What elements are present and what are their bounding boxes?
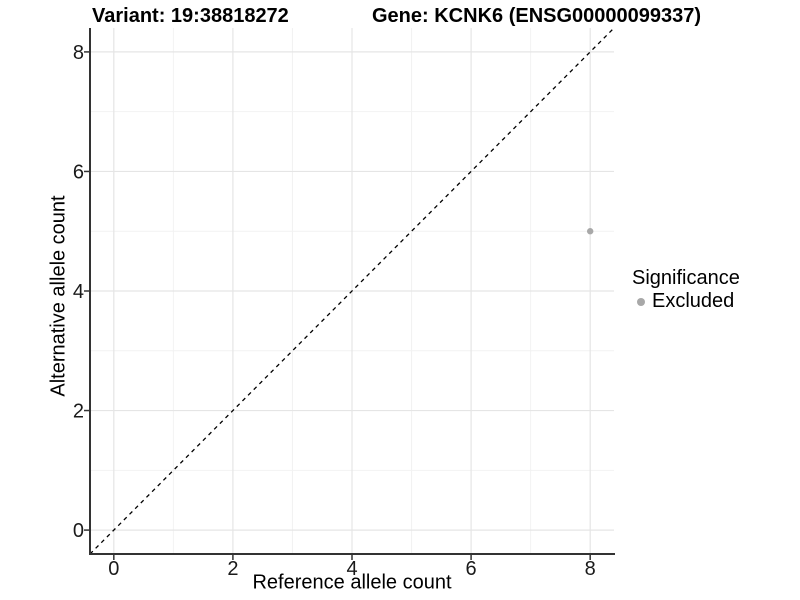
- x-tick-label: 0: [108, 558, 119, 580]
- x-tick-label: 2: [227, 558, 238, 580]
- y-tick-label: 2: [73, 401, 84, 423]
- legend-item-excluded: Excluded: [630, 290, 740, 313]
- plot-title-variant: Variant: 19:38818272: [92, 5, 289, 27]
- x-tick-label: 4: [346, 558, 357, 580]
- x-tick-label: 8: [585, 558, 596, 580]
- y-axis-title: Alternative allele count: [47, 195, 70, 397]
- legend-item-label: Excluded: [652, 290, 735, 312]
- y-tick-label: 8: [73, 42, 84, 64]
- legend: Significance Excluded: [630, 267, 740, 313]
- y-tick-label: 4: [73, 281, 84, 303]
- legend-title: Significance: [632, 267, 740, 289]
- x-axis-title: Reference allele count: [252, 571, 452, 594]
- plot-title-gene: Gene: KCNK6 (ENSG00000099337): [372, 5, 702, 27]
- x-tick-label: 6: [466, 558, 477, 580]
- y-tick-label: 0: [73, 520, 84, 542]
- y-tick-label: 6: [73, 161, 84, 183]
- identity-dashed-line: [89, 27, 615, 555]
- legend-key-point-icon: [637, 297, 645, 306]
- data-point: [586, 228, 594, 235]
